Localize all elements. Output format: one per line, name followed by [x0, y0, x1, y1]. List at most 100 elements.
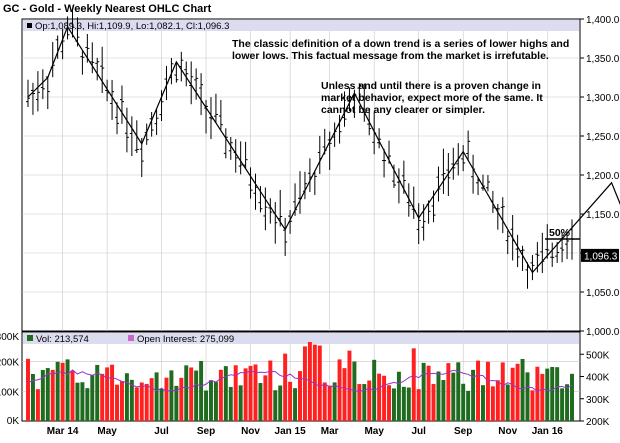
volume-bar-3 [40, 369, 45, 421]
volume-bar-33 [189, 367, 194, 421]
volume-bar-58 [312, 344, 317, 421]
price-tick-label-3: 1,150.0 [586, 210, 620, 221]
volume-bar-31 [179, 377, 184, 421]
volume-bar-67 [357, 384, 362, 421]
x-axis-label-3: Sep [197, 426, 215, 437]
annotation-line-2 [232, 68, 569, 80]
volume-bar-17 [110, 364, 115, 421]
chart-title: GC - Gold - Weekly Nearest OHLC Chart [3, 3, 212, 15]
volume-bar-34 [194, 370, 199, 421]
volume-bar-82 [431, 383, 436, 421]
volume-bar-21 [129, 379, 134, 421]
x-axis-label-5: Jan 15 [275, 426, 307, 437]
volume-bar-66 [352, 361, 357, 421]
volume-bar-11 [80, 382, 85, 421]
volume-bar-89 [466, 390, 471, 421]
x-axis-label-0: Mar 14 [47, 426, 79, 437]
volume-bar-9 [70, 370, 75, 421]
volume-bar-1 [30, 373, 35, 421]
volume-bar-92 [481, 385, 485, 421]
volume-bar-84 [441, 379, 446, 421]
volume-bar-104 [540, 373, 545, 421]
volume-bar-96 [500, 362, 505, 421]
price-tick-label-0: 1,000.0 [586, 327, 620, 338]
volume-tick-label-2: 200K [0, 358, 19, 369]
volume-bar-61 [327, 385, 332, 421]
volume-bar-55 [298, 371, 302, 421]
volume-bar-5 [50, 369, 55, 421]
volume-bar-47 [258, 383, 263, 421]
oi-tick-label-1: 300K [586, 395, 610, 406]
annotation-line-5: cannot be any clearer or simpler. [321, 104, 485, 116]
volume-bar-12 [85, 388, 90, 421]
volume-bar-25 [149, 378, 154, 421]
volume-bar-109 [565, 384, 570, 421]
downtrend-line [27, 25, 620, 274]
annotation-line-1: lower lows. This factual message from th… [232, 50, 549, 62]
volume-bar-50 [273, 390, 278, 421]
volume-bar-30 [174, 385, 179, 421]
volume-bar-63 [337, 359, 342, 421]
volume-bar-78 [411, 348, 416, 421]
volume-bar-29 [169, 370, 174, 421]
volume-bar-46 [253, 364, 258, 421]
volume-bar-64 [342, 368, 347, 421]
volume-bar-88 [461, 383, 466, 421]
price-tick-label-7: 1,350.0 [586, 54, 620, 65]
volume-bar-53 [288, 381, 293, 421]
volume-bar-7 [60, 362, 65, 421]
volume-bar-107 [555, 367, 560, 421]
volume-bar-91 [476, 360, 481, 421]
oi-tick-label-2: 400K [586, 373, 610, 384]
x-axis-label-11: Jan 16 [532, 426, 564, 437]
volume-bar-15 [100, 373, 105, 421]
volume-bar-79 [416, 389, 421, 421]
volume-bar-28 [164, 377, 169, 421]
ohlc-readout-swatch [27, 23, 32, 28]
volume-tick-label-3: 300K [0, 332, 19, 343]
volume-bar-80 [421, 362, 426, 421]
volume-bar-32 [184, 365, 189, 421]
volume-bar-77 [406, 387, 411, 421]
x-axis-label-2: Jul [154, 426, 169, 437]
volume-bar-83 [436, 371, 441, 421]
oi-legend-swatch [128, 335, 134, 341]
x-axis-label-7: May [364, 426, 384, 437]
price-tick-label-1: 1,050.0 [586, 288, 620, 299]
fifty-pct-label: 50% [549, 227, 571, 239]
volume-bar-8 [65, 359, 70, 421]
open-interest-line [27, 369, 573, 393]
x-axis-label-10: Nov [498, 426, 517, 437]
volume-bar-72 [382, 375, 387, 421]
volume-bar-57 [307, 341, 312, 421]
x-axis-label-6: Mar [321, 426, 339, 437]
volume-bar-24 [144, 383, 149, 421]
volume-bar-48 [263, 375, 268, 421]
annotation-line-3: Unless and until there is a proven chang… [321, 80, 541, 92]
volume-bar-23 [139, 382, 144, 421]
annotation-line-4: market behavior, expect more of the same… [321, 92, 543, 104]
volume-bar-4 [45, 368, 50, 421]
volume-bar-86 [451, 372, 456, 421]
volume-bar-93 [485, 361, 490, 421]
volume-bar-105 [545, 368, 550, 421]
x-axis-label-1: May [97, 426, 117, 437]
last-price-label: 1,096.3 [584, 251, 618, 262]
oi-tick-label-0: 200K [586, 417, 610, 428]
price-tick-label-8: 1,400.0 [586, 15, 620, 26]
volume-bar-39 [218, 369, 223, 421]
volume-bar-65 [347, 350, 352, 421]
volume-header-strip [23, 333, 579, 344]
volume-bar-90 [471, 369, 476, 421]
volume-bar-62 [332, 382, 337, 421]
volume-bar-99 [515, 363, 520, 421]
volume-bar-81 [426, 365, 431, 421]
volume-bar-76 [401, 386, 406, 421]
volume-bar-40 [223, 366, 228, 421]
price-tick-label-6: 1,300.0 [586, 93, 620, 104]
volume-bar-101 [525, 372, 530, 421]
volume-bar-16 [105, 367, 110, 421]
volume-bar-38 [213, 381, 218, 421]
